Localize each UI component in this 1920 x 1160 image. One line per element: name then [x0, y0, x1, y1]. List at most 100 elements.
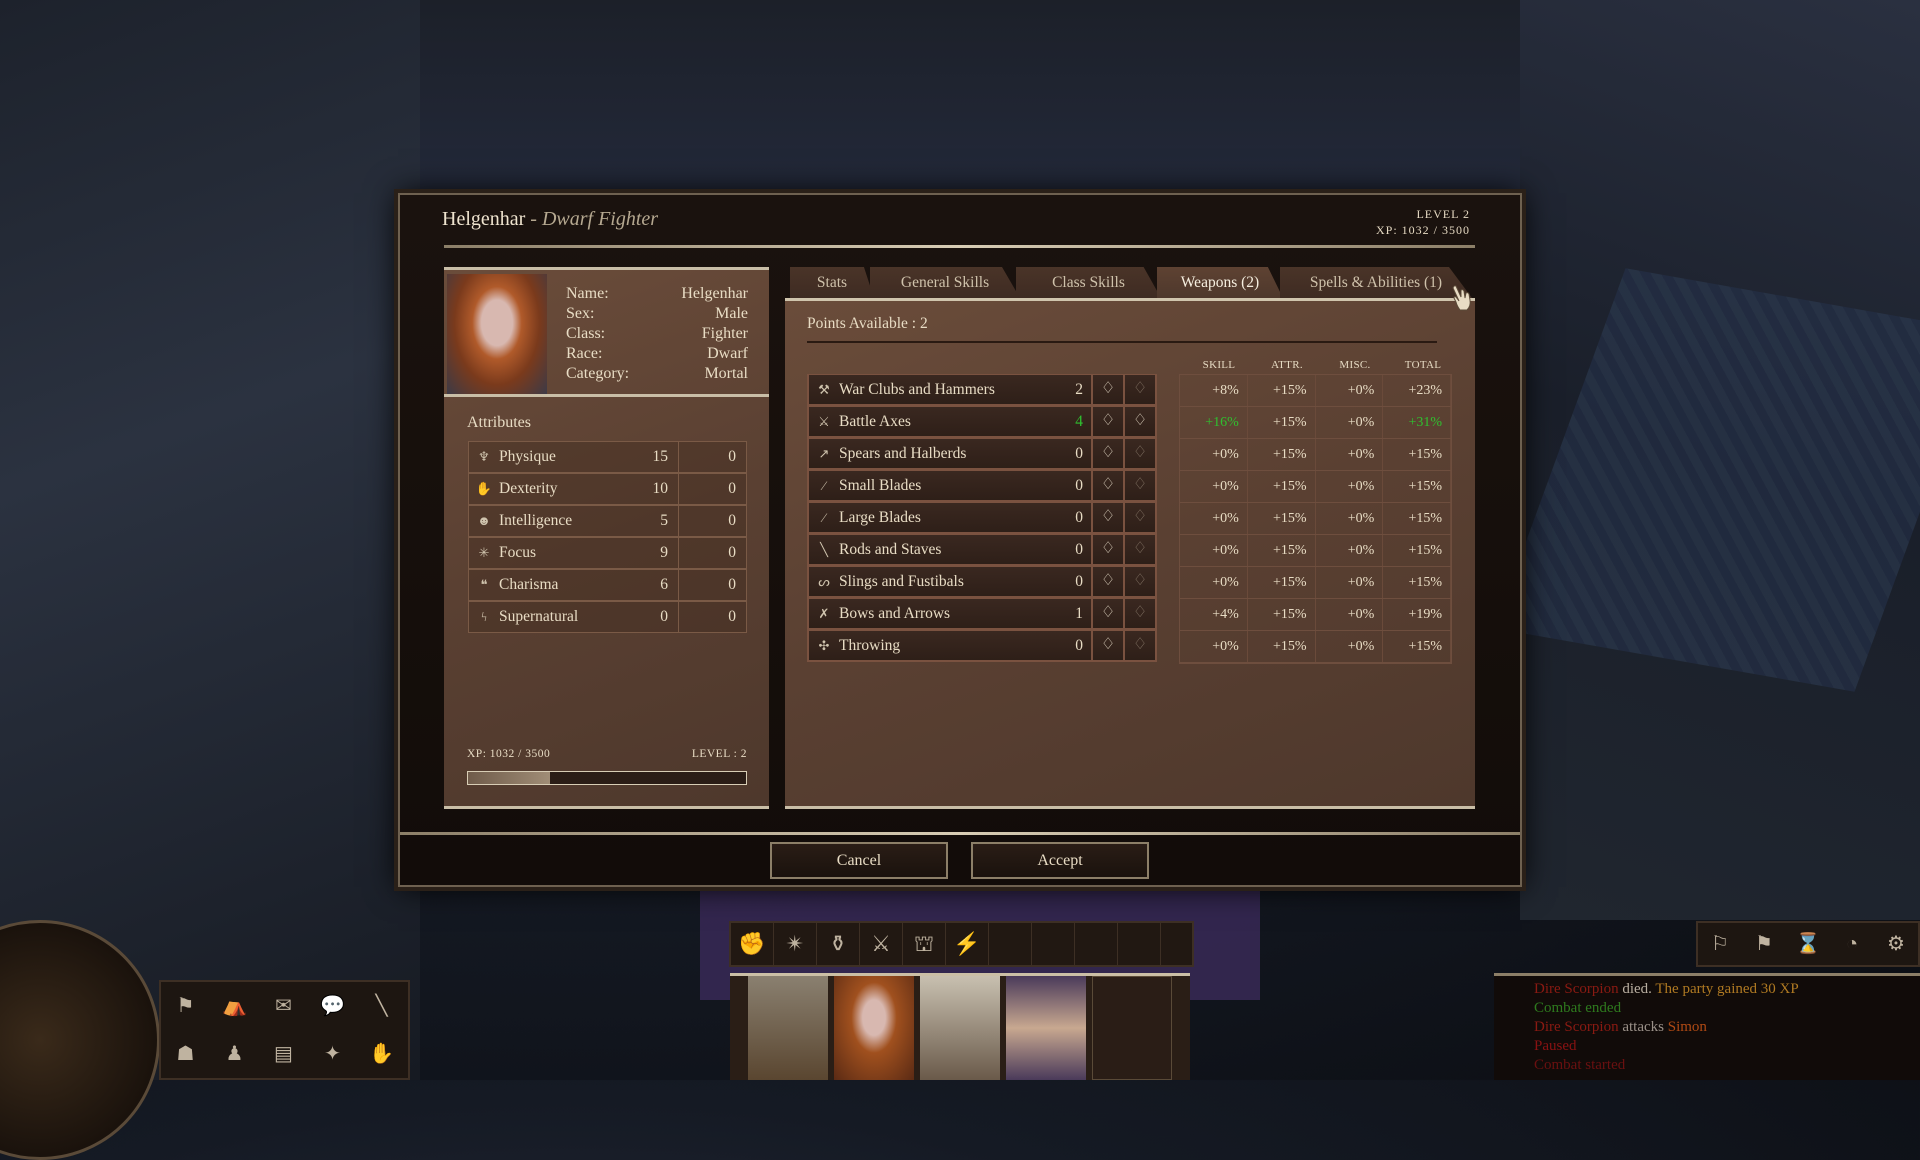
hourglass-icon[interactable]: ⌛ [1795, 933, 1821, 955]
party-icon[interactable]: ♟ [225, 1043, 244, 1065]
log-segment: attacks [1618, 1019, 1668, 1035]
weapon-rank: 2 [1075, 380, 1083, 398]
increase-button[interactable]: ♢ [1091, 567, 1123, 596]
skill-bonus: +8% [1180, 375, 1248, 406]
increase-button[interactable]: ♢ [1091, 375, 1123, 404]
inventory-icon[interactable]: ✦ [324, 1043, 341, 1065]
increase-button[interactable]: ♢ [1091, 407, 1123, 436]
decrease-button[interactable]: ♢ [1123, 503, 1155, 532]
sling-icon: ᔕ [818, 573, 830, 589]
tab-stats[interactable]: Stats [790, 267, 874, 298]
empty-slot[interactable] [1032, 923, 1075, 965]
increase-button[interactable]: ♢ [1091, 439, 1123, 468]
hammer-icon: ⚒ [818, 381, 830, 397]
dialogue-icon[interactable]: 💬 [320, 995, 345, 1017]
decrease-button[interactable]: ♢ [1123, 407, 1155, 436]
level-text: LEVEL 2 [1416, 207, 1470, 221]
weapon-row: ⚒ War Clubs and Hammers 2 ♢ ♢ [807, 374, 1157, 406]
party-member-portrait[interactable] [748, 976, 828, 1080]
tab-spells-abilities[interactable]: Spells & Abilities (1) [1280, 267, 1472, 298]
decrease-button[interactable]: ♢ [1123, 631, 1155, 660]
misc-bonus: +0% [1316, 471, 1384, 502]
clock-icon[interactable]: ◔ [1845, 933, 1859, 955]
spells-icon[interactable]: ✴ [774, 923, 817, 965]
attack-icon[interactable]: ╲ [375, 995, 388, 1017]
map-icon[interactable]: ✉ [275, 995, 292, 1017]
cancel-button[interactable]: Cancel [770, 842, 948, 879]
attribute-name: Physique [499, 448, 556, 465]
increase-button[interactable]: ♢ [1091, 631, 1123, 660]
party-member-portrait[interactable] [1006, 976, 1086, 1080]
xp-text: XP: 1032 / 3500 [1375, 223, 1470, 237]
decrease-button[interactable]: ♢ [1123, 567, 1155, 596]
weapon-rank: 0 [1075, 476, 1083, 494]
attr-bonus: +15% [1248, 407, 1316, 438]
accept-button[interactable]: Accept [971, 842, 1149, 879]
attr-bonus: +15% [1248, 631, 1316, 662]
xp-label: XP: 1032 / 3500 [467, 748, 551, 760]
camp-icon[interactable]: ⛺ [222, 995, 247, 1017]
total-bonus: +15% [1383, 439, 1451, 470]
increase-button[interactable]: ♢ [1091, 599, 1123, 628]
potion-icon[interactable]: ⚱ [817, 923, 860, 965]
increase-button[interactable]: ♢ [1091, 503, 1123, 532]
attr-bonus: +15% [1248, 503, 1316, 534]
settings-icon[interactable]: ⚙ [1887, 933, 1905, 955]
weapon-rank: 1 [1075, 604, 1083, 622]
info-row: Sex: Male [566, 305, 748, 323]
decrease-button[interactable]: ♢ [1123, 471, 1155, 500]
decrease-button[interactable]: ♢ [1123, 535, 1155, 564]
journal-icon[interactable]: ▤ [274, 1043, 293, 1065]
weapon-bonus-row: +4% +15% +0% +19% [1180, 599, 1451, 631]
attribute-bonus: 0 [728, 512, 736, 529]
increase-button[interactable]: ♢ [1091, 471, 1123, 500]
empty-slot[interactable] [1118, 923, 1161, 965]
focus-icon: ✳ [478, 545, 490, 560]
attribute-row: ♆ Physique 15 0 [468, 441, 747, 473]
weapon-rank: 0 [1075, 508, 1083, 526]
attribute-name: Charisma [499, 576, 559, 593]
empty-slot[interactable] [989, 923, 1032, 965]
weapon-bonus-row: +0% +15% +0% +15% [1180, 535, 1451, 567]
decrease-button[interactable]: ♢ [1123, 599, 1155, 628]
attribute-bonus: 0 [728, 480, 736, 497]
skill-bonus: +0% [1180, 567, 1248, 598]
skill-bonus: +0% [1180, 535, 1248, 566]
misc-bonus: +0% [1316, 407, 1384, 438]
formation-icon[interactable]: ⚑ [176, 995, 195, 1017]
info-label: Category: [566, 365, 630, 382]
increase-button[interactable]: ♢ [1091, 535, 1123, 564]
misc-bonus: +0% [1316, 439, 1384, 470]
tab-class-skills[interactable]: Class Skills [1016, 267, 1161, 298]
empty-slot[interactable] [1075, 923, 1118, 965]
attribute-name: Intelligence [499, 512, 573, 529]
skill-bonus: +0% [1180, 631, 1248, 662]
tab-general-skills[interactable]: General Skills [870, 267, 1020, 298]
decrease-button[interactable]: ♢ [1123, 439, 1155, 468]
party-member-portrait[interactable] [834, 976, 914, 1080]
decrease-button[interactable]: ♢ [1123, 375, 1155, 404]
attr-bonus: +15% [1248, 599, 1316, 630]
log-segment: Simon [1667, 1019, 1707, 1035]
tab-weapons[interactable]: Weapons (2) [1157, 267, 1283, 298]
attribute-name: Supernatural [499, 608, 579, 625]
fist-icon[interactable]: ✊ [731, 923, 774, 965]
bow-icon: ✗ [818, 605, 830, 621]
total-bonus: +15% [1383, 471, 1451, 502]
info-value: Male [715, 305, 748, 322]
attribute-value: 5 [639, 506, 679, 536]
interact-hand-icon[interactable]: ✋ [369, 1043, 394, 1065]
log-line: Combat started [1534, 1056, 1920, 1075]
ability-icon[interactable]: ⚡ [946, 923, 989, 965]
flags-icon[interactable]: ⚑ [1755, 933, 1773, 955]
flag-icon[interactable]: ⚐ [1711, 933, 1729, 955]
combat-log[interactable]: Dire Scorpion died. The party gained 30 … [1494, 973, 1920, 1080]
character-subtitle: - Dwarf Fighter [530, 208, 659, 230]
party-member-portrait[interactable] [920, 976, 1000, 1080]
stealth-icon[interactable]: ☗ [176, 1043, 195, 1065]
crossed-weapons-icon[interactable]: ⚔ [860, 923, 903, 965]
level-summary: LEVEL 2 XP: 1032 / 3500 [1376, 206, 1470, 238]
party-command-icon[interactable]: ⛫ [903, 923, 946, 965]
weapon-name: War Clubs and Hammers [839, 380, 995, 398]
info-value: Fighter [701, 325, 748, 342]
